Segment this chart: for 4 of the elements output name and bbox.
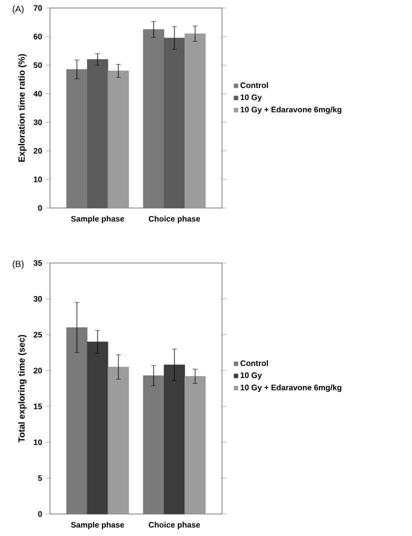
chart-title: (A) xyxy=(12,6,24,14)
y-axis-title: Total exploring time (sec) xyxy=(18,334,27,442)
y-axis-title: Exploration time ratio (%) xyxy=(18,54,27,162)
chart-title: (B) xyxy=(12,260,24,269)
